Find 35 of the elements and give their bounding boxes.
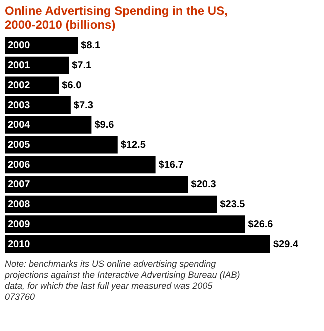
bar <box>5 176 188 194</box>
y-tick-label: 2000 <box>8 40 31 52</box>
y-tick-label: 2005 <box>8 140 31 151</box>
data-label: $7.3 <box>74 100 94 112</box>
data-label: $12.5 <box>120 140 146 151</box>
text: 073760 <box>5 292 36 302</box>
bar <box>5 196 218 214</box>
data-label: $20.3 <box>191 180 217 191</box>
data-label: $23.5 <box>220 200 246 211</box>
y-tick-label: 2001 <box>8 60 31 72</box>
bar <box>5 96 71 114</box>
bar <box>5 116 92 134</box>
y-tick-label: 2010 <box>8 239 31 250</box>
y-tick-label: 2007 <box>8 180 31 191</box>
bar <box>5 136 118 154</box>
data-label: $16.7 <box>158 160 184 171</box>
bar <box>5 216 246 234</box>
y-tick-label: 2002 <box>8 80 31 92</box>
chart-title: Online Advertising Spending in the US, 2000-2010 (billions) <box>5 4 228 32</box>
data-label: $8.1 <box>81 40 102 52</box>
y-tick-label: 2008 <box>8 200 31 211</box>
data-label: $26.6 <box>248 219 274 230</box>
y-tick-label: 2003 <box>8 100 31 112</box>
y-tick-label: 2004 <box>8 120 31 132</box>
bar <box>5 236 270 254</box>
bar <box>5 156 156 174</box>
data-label: $29.4 <box>273 239 299 250</box>
data-label: $6.0 <box>62 80 82 92</box>
data-label: $7.1 <box>72 60 92 72</box>
bar <box>5 56 70 74</box>
y-tick-label: 2006 <box>8 160 31 171</box>
bar <box>5 36 78 54</box>
y-tick-label: 2009 <box>8 219 31 230</box>
data-label: $9.6 <box>94 120 115 132</box>
text: Note: benchmarks its US online advertising spending projections against the Interactive Advertising Bureau (IAB) data, for which the last full year measured was 2005 <box>4 259 240 291</box>
